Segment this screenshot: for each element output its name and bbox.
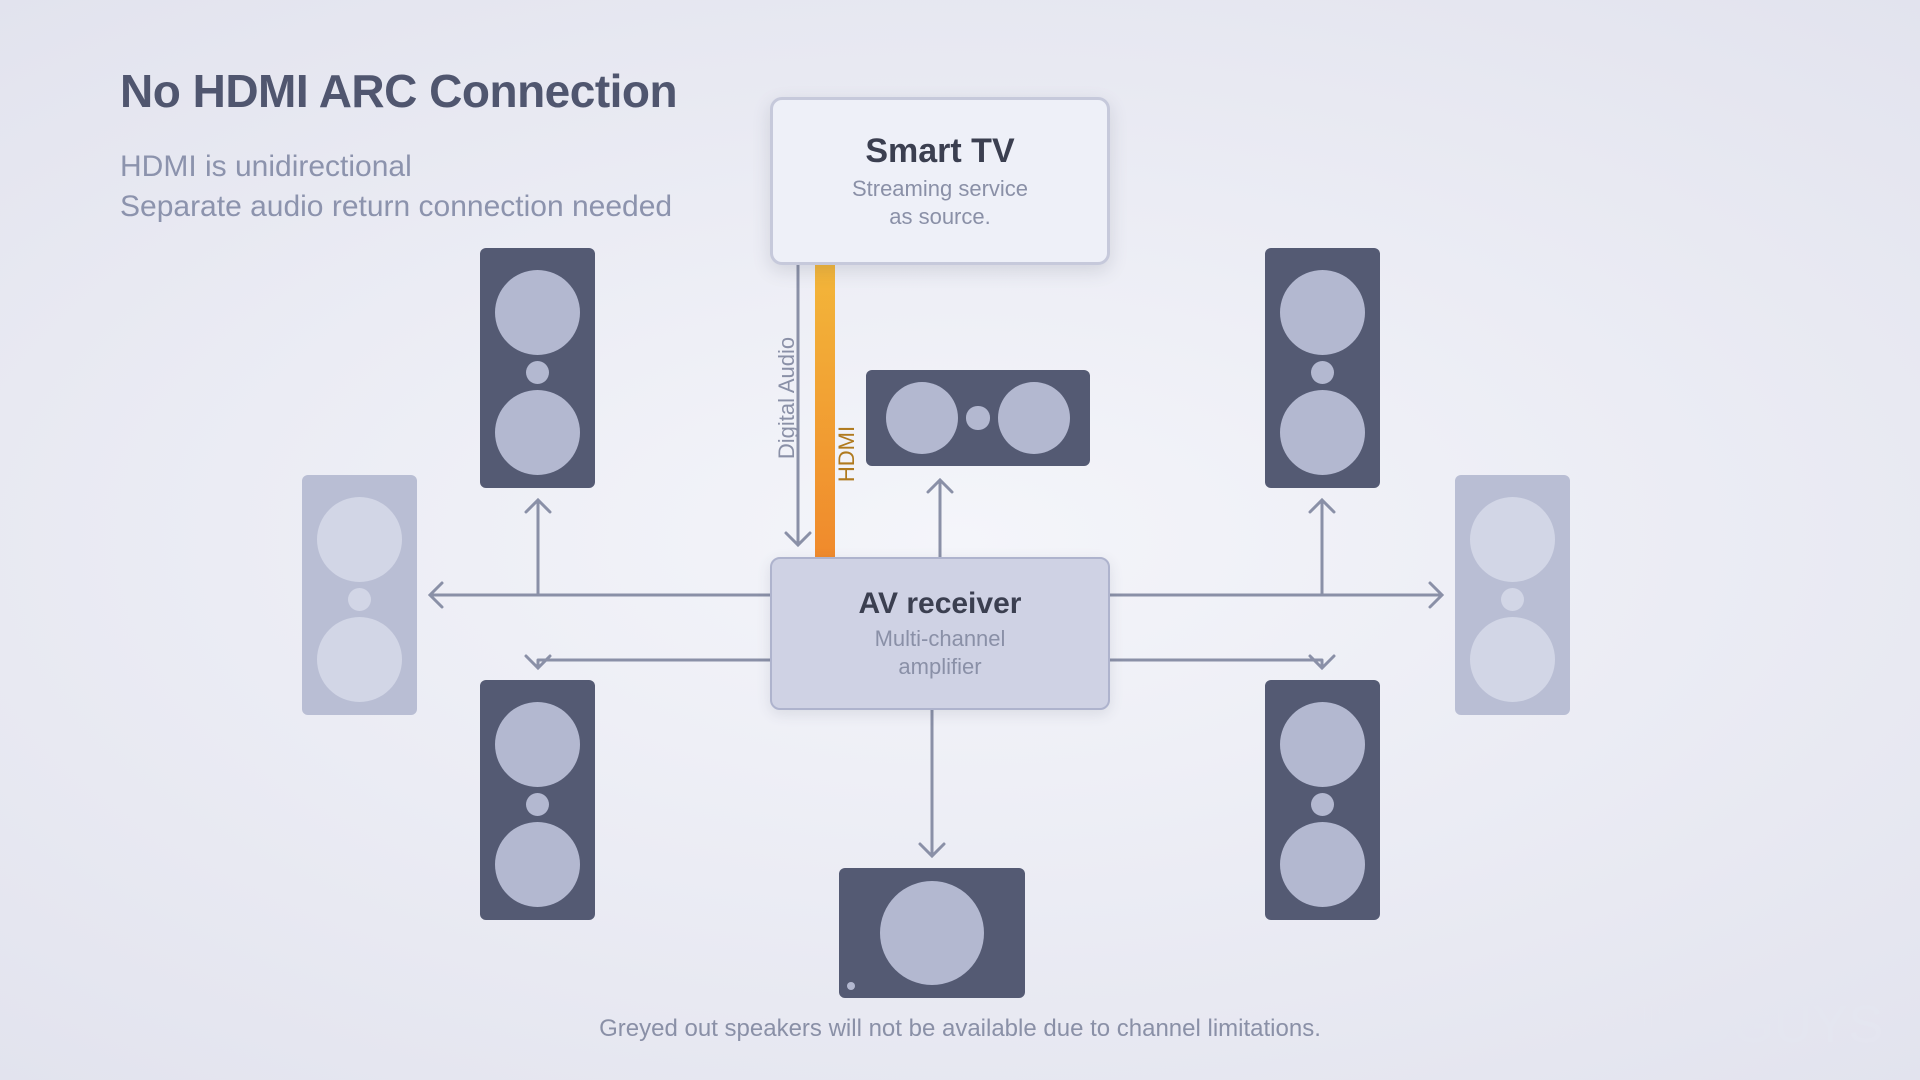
- speaker-center: [866, 370, 1090, 466]
- speaker-rear-left: [480, 680, 595, 920]
- smart-tv-node: Smart TV Streaming service as source.: [770, 97, 1110, 265]
- speaker-side-right: [1455, 475, 1570, 715]
- speaker-front-right: [1265, 248, 1380, 488]
- watermark: SOUNDGUYS: [1540, 995, 1884, 1055]
- speaker-side-left: [302, 475, 417, 715]
- av-receiver-node: AV receiver Multi-channel amplifier: [770, 557, 1110, 710]
- watermark-light: GUYS: [1733, 996, 1884, 1054]
- smart-tv-sub: Streaming service as source.: [852, 175, 1028, 230]
- digital-audio-label: Digital Audio: [774, 337, 800, 459]
- diagram-title: No HDMI ARC Connection: [120, 64, 677, 118]
- speaker-rear-right: [1265, 680, 1380, 920]
- speaker-sub: [839, 868, 1025, 998]
- hdmi-label: HDMI: [834, 426, 860, 482]
- av-receiver-sub: Multi-channel amplifier: [875, 625, 1006, 680]
- smart-tv-title: Smart TV: [865, 132, 1014, 171]
- speaker-front-left: [480, 248, 595, 488]
- av-receiver-title: AV receiver: [859, 587, 1022, 621]
- watermark-bold: SOUND: [1540, 996, 1733, 1054]
- subtitle-1: HDMI is unidirectional: [120, 150, 412, 184]
- subtitle-2: Separate audio return connection needed: [120, 190, 672, 224]
